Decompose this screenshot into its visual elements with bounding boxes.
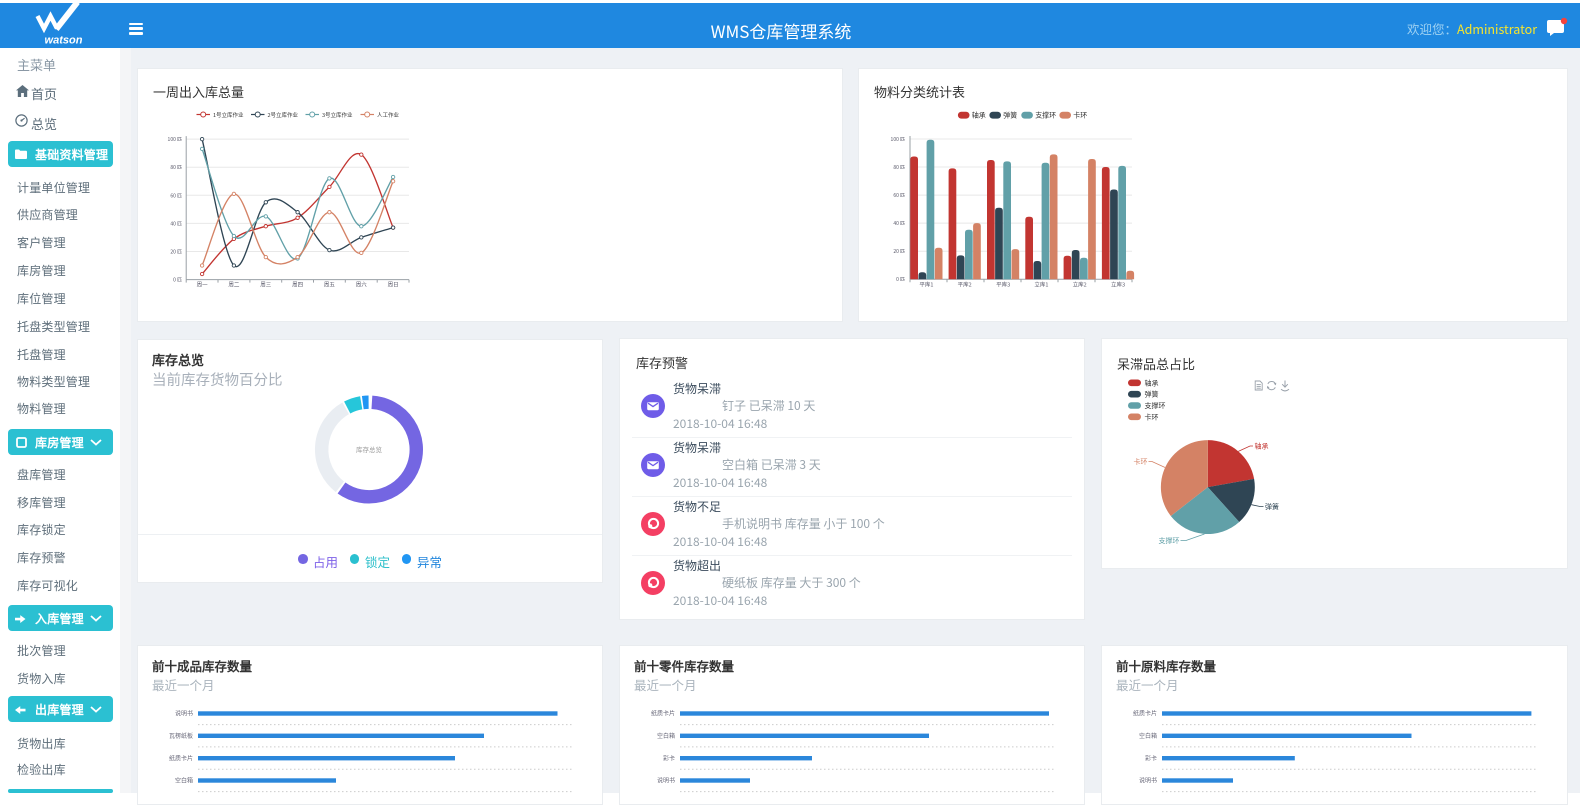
svg-text:立库3: 立库3 — [1111, 281, 1125, 289]
svg-text:0 匹: 0 匹 — [896, 276, 905, 283]
svg-text:周四: 周四 — [292, 281, 303, 289]
svg-text:3号立库作业: 3号立库作业 — [322, 111, 353, 119]
svg-text:彩卡: 彩卡 — [663, 753, 675, 762]
svg-text:说明书: 说明书 — [1139, 776, 1157, 785]
svg-text:80 匹: 80 匹 — [170, 164, 182, 171]
svg-text:瓦楞纸板: 瓦楞纸板 — [169, 731, 193, 740]
svg-text:立库1: 立库1 — [1034, 281, 1048, 289]
svg-text:100 匹: 100 匹 — [168, 136, 182, 143]
svg-text:2号立库作业: 2号立库作业 — [268, 111, 299, 119]
svg-text:20 匹: 20 匹 — [893, 248, 905, 255]
svg-text:平库3: 平库3 — [996, 281, 1010, 289]
svg-text:支撑环: 支撑环 — [1159, 536, 1180, 546]
svg-text:周六: 周六 — [356, 281, 368, 289]
svg-text:周一: 周一 — [197, 281, 209, 289]
svg-text:库存总览: 库存总览 — [356, 444, 383, 454]
svg-text:空白箱: 空白箱 — [175, 776, 193, 785]
svg-text:卡环: 卡环 — [1073, 111, 1087, 121]
svg-text:轴承: 轴承 — [972, 111, 986, 121]
svg-text:卡环: 卡环 — [1134, 457, 1148, 467]
svg-text:40 匹: 40 匹 — [170, 220, 182, 227]
svg-text:纸质卡片: 纸质卡片 — [169, 753, 193, 762]
svg-text:watson: watson — [45, 35, 83, 47]
svg-text:弹簧: 弹簧 — [1003, 111, 1017, 121]
svg-text:0 匹: 0 匹 — [173, 277, 182, 284]
svg-text:1号立库作业: 1号立库作业 — [213, 111, 244, 119]
svg-text:卡环: 卡环 — [1145, 412, 1159, 422]
svg-text:彩卡: 彩卡 — [1145, 753, 1157, 762]
svg-text:纸质卡片: 纸质卡片 — [651, 709, 675, 718]
svg-text:周三: 周三 — [260, 281, 272, 289]
svg-text:平库1: 平库1 — [919, 281, 933, 289]
svg-text:支撑环: 支撑环 — [1145, 401, 1166, 411]
svg-text:周日: 周日 — [388, 281, 399, 289]
svg-text:平库2: 平库2 — [958, 281, 972, 289]
svg-text:周二: 周二 — [228, 281, 240, 289]
svg-text:说明书: 说明书 — [657, 776, 675, 785]
svg-text:空白箱: 空白箱 — [657, 731, 675, 740]
svg-text:80 匹: 80 匹 — [893, 164, 905, 171]
svg-text:周五: 周五 — [324, 281, 336, 289]
svg-text:20 匹: 20 匹 — [170, 249, 182, 256]
svg-text:说明书: 说明书 — [175, 709, 193, 718]
svg-text:人工作业: 人工作业 — [377, 111, 400, 119]
svg-text:60 匹: 60 匹 — [170, 192, 182, 199]
svg-text:40 匹: 40 匹 — [893, 220, 905, 227]
svg-text:轴承: 轴承 — [1255, 442, 1269, 452]
svg-text:支撑环: 支撑环 — [1035, 111, 1056, 121]
svg-text:纸质卡片: 纸质卡片 — [1133, 709, 1157, 718]
svg-text:立库2: 立库2 — [1073, 281, 1087, 289]
svg-text:弹簧: 弹簧 — [1265, 502, 1279, 512]
svg-text:弹簧: 弹簧 — [1145, 390, 1159, 400]
svg-text:空白箱: 空白箱 — [1139, 731, 1157, 740]
svg-text:轴承: 轴承 — [1145, 378, 1159, 388]
svg-text:60 匹: 60 匹 — [893, 192, 905, 199]
svg-text:100 匹: 100 匹 — [891, 136, 905, 143]
